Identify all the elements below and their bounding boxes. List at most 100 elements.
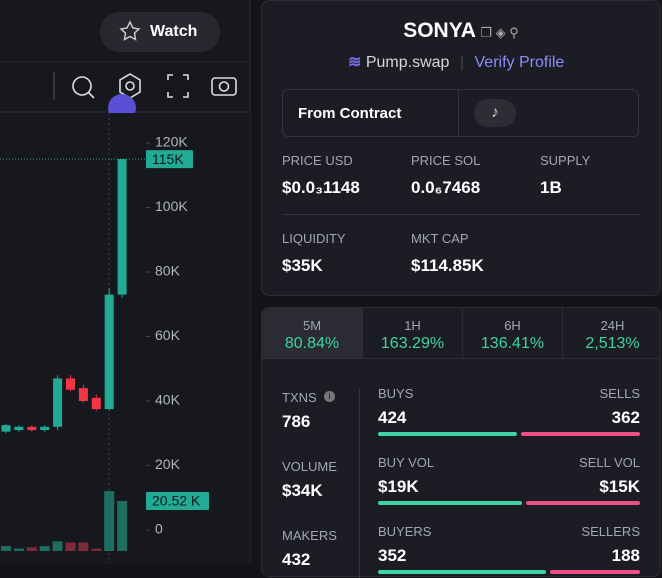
divider [282, 214, 641, 215]
separator [458, 90, 459, 136]
stat-value: 1B [540, 178, 562, 197]
camera-icon[interactable] [211, 77, 237, 96]
candle-body [14, 426, 24, 431]
pipe: | [459, 54, 465, 71]
divider [262, 358, 660, 359]
tab-value: 2,513% [585, 335, 640, 352]
stat-value: $35K [282, 256, 323, 275]
verify-link[interactable]: Verify Profile [474, 54, 565, 71]
dex-logo: ≋ [348, 54, 362, 71]
stat-value: 0.0₆7468 [411, 178, 481, 197]
buy-bar [378, 501, 523, 505]
indicator-icon[interactable] [72, 76, 92, 96]
stat-label: PRICE USD [282, 153, 353, 168]
volume-bar [104, 491, 115, 551]
activity-label: VOLUME [282, 459, 337, 474]
volume-bar [1, 546, 11, 551]
volume-label-bg [146, 492, 209, 510]
activity-value: 432 [282, 550, 311, 569]
y-tick-label: 60K [155, 327, 181, 343]
volume-bar [13, 548, 24, 551]
tab-period: 24H [600, 318, 625, 333]
change-tab[interactable]: 24H 2,513% [562, 308, 662, 358]
tab-period: 1H [404, 318, 421, 333]
watch-label: Watch [150, 23, 197, 40]
row-right-value: $15K [599, 477, 640, 496]
stat-value: $0.0₃1148 [282, 178, 360, 197]
y-tick-label: 80K [155, 263, 181, 279]
row-right-label: SELLS [599, 386, 640, 401]
tiktok-button[interactable]: ♪ [474, 99, 516, 127]
activity-label: MAKERS [282, 528, 337, 543]
candle-body [104, 294, 114, 410]
token-card: SONYA ❐ ◈ ⚲ ≋ Pump.swap | Verify Profile… [261, 0, 661, 296]
contract-box: From Contract ♪ [282, 89, 639, 137]
volume-label: 20.52 K [152, 493, 201, 509]
fullscreen-icon[interactable] [167, 74, 189, 98]
volume-bar [65, 542, 76, 551]
sell-bar [526, 501, 640, 505]
price-label: 115K [152, 151, 184, 167]
tab-period: 5M [302, 318, 322, 333]
price-label-bg [146, 150, 193, 169]
info-icon: i [324, 391, 335, 402]
dex-name: Pump.swap [365, 54, 450, 71]
settings-icon-dot [125, 81, 135, 91]
volume-bar [39, 546, 50, 551]
change-tab[interactable]: 6H 136.41% [462, 308, 562, 358]
stat-label: SUPPLY [540, 153, 591, 168]
stat-value: $114.85K [411, 256, 484, 275]
row-left-label: BUYS [378, 386, 414, 401]
candle-body [1, 425, 11, 432]
row-left-label: BUY VOL [378, 455, 435, 470]
activity-label: TXNS [282, 390, 317, 405]
row-right-label: SELLERS [581, 524, 640, 539]
volume-bar [91, 548, 102, 551]
activity-value: 786 [282, 412, 311, 431]
candle-body [117, 159, 127, 295]
star-icon [119, 20, 141, 41]
change-tab[interactable]: 1H 163.29% [362, 308, 462, 358]
volume-bar [26, 547, 37, 551]
sell-bar [521, 432, 640, 436]
buy-bar [378, 570, 547, 574]
candle-body [78, 388, 88, 401]
tab-value: 80.84% [284, 335, 340, 352]
row-left-value: 424 [378, 408, 407, 427]
candle-body [53, 378, 63, 427]
row-left-value: $19K [378, 477, 419, 496]
stat-label: LIQUIDITY [282, 231, 346, 246]
stat-label: PRICE SOL [411, 153, 481, 168]
y-tick-label: 100K [155, 198, 188, 214]
volume-bar [117, 501, 128, 551]
row-left-label: BUYERS [378, 524, 432, 539]
token-name: SONYA [403, 19, 476, 42]
sell-bar [550, 570, 640, 574]
buy-bar [378, 432, 518, 436]
change-tab[interactable]: 5M 80.84% [262, 308, 362, 358]
camera-lens [218, 81, 230, 92]
indicator-icon-handle [87, 91, 95, 99]
stat-label: MKT CAP [411, 231, 469, 246]
tab-period: 6H [504, 318, 521, 333]
candle-body [66, 378, 75, 390]
tab-value: 136.41% [480, 335, 545, 352]
title-row: SONYA ❐ ◈ ⚲ [262, 19, 660, 43]
y-tick-label: 40K [155, 392, 181, 408]
y-tick-label: 20K [155, 456, 181, 472]
activity-value: $34K [282, 481, 323, 500]
dex-row: ≋ Pump.swap | Verify Profile [348, 52, 564, 72]
y-tick-label: 0 [155, 521, 163, 537]
y-tick-label: 120K [155, 134, 188, 150]
row-left-value: 352 [378, 546, 407, 565]
title-icons: ❐ ◈ ⚲ [480, 25, 519, 40]
activity-card: 5M 80.84% 1H 163.29% 6H 136.41% 24H 2,513% TXNS… [261, 307, 662, 578]
candle-body [40, 426, 50, 431]
separator [359, 388, 360, 578]
chart-panel: Watch 120K 100K 80K 60K 40K 20K 0 115K 20.52 K [0, 0, 251, 564]
row-right-value: 362 [611, 408, 640, 427]
contract-label[interactable]: From Contract [298, 105, 402, 122]
candle-body [27, 426, 37, 431]
volume-bar [78, 542, 89, 551]
